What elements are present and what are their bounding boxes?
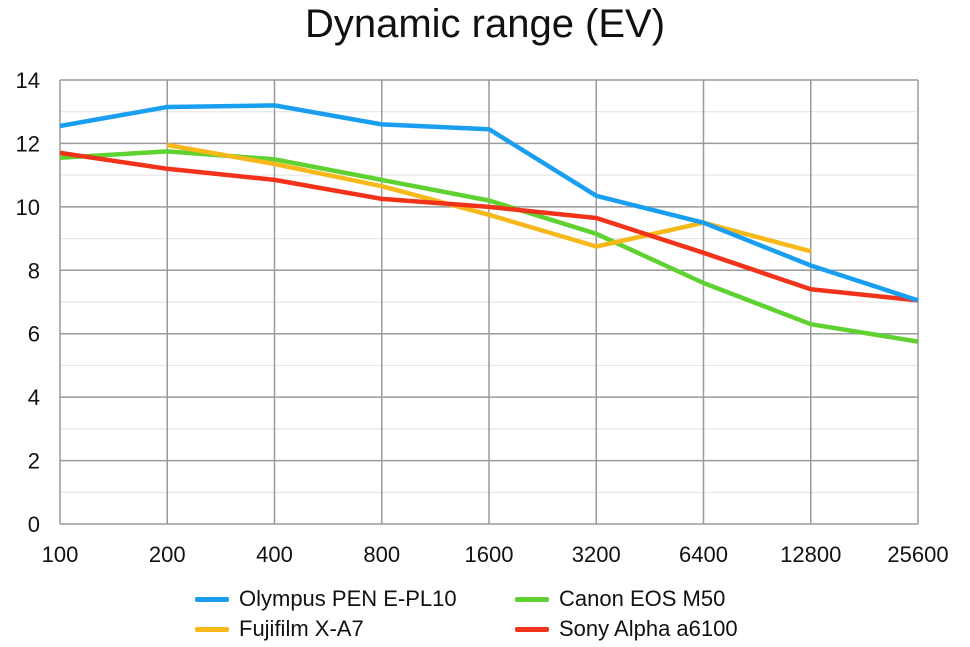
y-tick-label: 6 [28, 322, 40, 347]
legend-item-olympus: Olympus PEN E-PL10 [195, 585, 457, 613]
y-tick-label: 8 [28, 258, 40, 283]
series-lines [59, 103, 919, 344]
x-tick-label: 200 [149, 542, 186, 567]
series-line-olympus-pen-e-pl10 [59, 103, 919, 303]
axis-labels: 0 2 4 6 8 10 12 14 100 200 400 800 1600 3200 6400 12800… [16, 68, 949, 567]
legend-swatch-fujifilm [195, 626, 229, 632]
y-tick-label: 2 [28, 449, 40, 474]
y-tick-label: 14 [16, 68, 40, 93]
legend-item-canon: Canon EOS M50 [515, 585, 725, 613]
y-tick-label: 0 [28, 512, 40, 537]
legend-label-fujifilm: Fujifilm X-A7 [239, 616, 364, 641]
series-line-canon-eos-m50 [59, 149, 919, 344]
x-tick-label: 1600 [465, 542, 514, 567]
y-tick-label: 10 [16, 195, 40, 220]
x-tick-label: 400 [256, 542, 293, 567]
legend-swatch-canon [515, 596, 549, 602]
legend-item-sony: Sony Alpha a6100 [515, 615, 738, 643]
legend-label-olympus: Olympus PEN E-PL10 [239, 586, 457, 611]
legend-swatch-olympus [195, 596, 229, 602]
x-tick-label: 800 [363, 542, 400, 567]
grid-lines [59, 79, 919, 525]
x-tick-label: 3200 [572, 542, 621, 567]
x-tick-label: 100 [42, 542, 79, 567]
y-tick-label: 4 [28, 385, 40, 410]
x-tick-label: 6400 [679, 542, 728, 567]
legend-label-sony: Sony Alpha a6100 [559, 616, 738, 641]
x-tick-label: 25600 [887, 542, 948, 567]
legend: Olympus PEN E-PL10 Fujifilm X-A7 Canon E… [195, 585, 795, 645]
series-line-sony-alpha-a6100 [59, 150, 919, 303]
chart-title: Dynamic range (EV) [304, 2, 666, 46]
x-tick-label: 12800 [780, 542, 841, 567]
legend-item-fujifilm: Fujifilm X-A7 [195, 615, 364, 643]
legend-swatch-sony [515, 626, 549, 632]
y-tick-label: 12 [16, 131, 40, 156]
legend-label-canon: Canon EOS M50 [559, 586, 726, 611]
